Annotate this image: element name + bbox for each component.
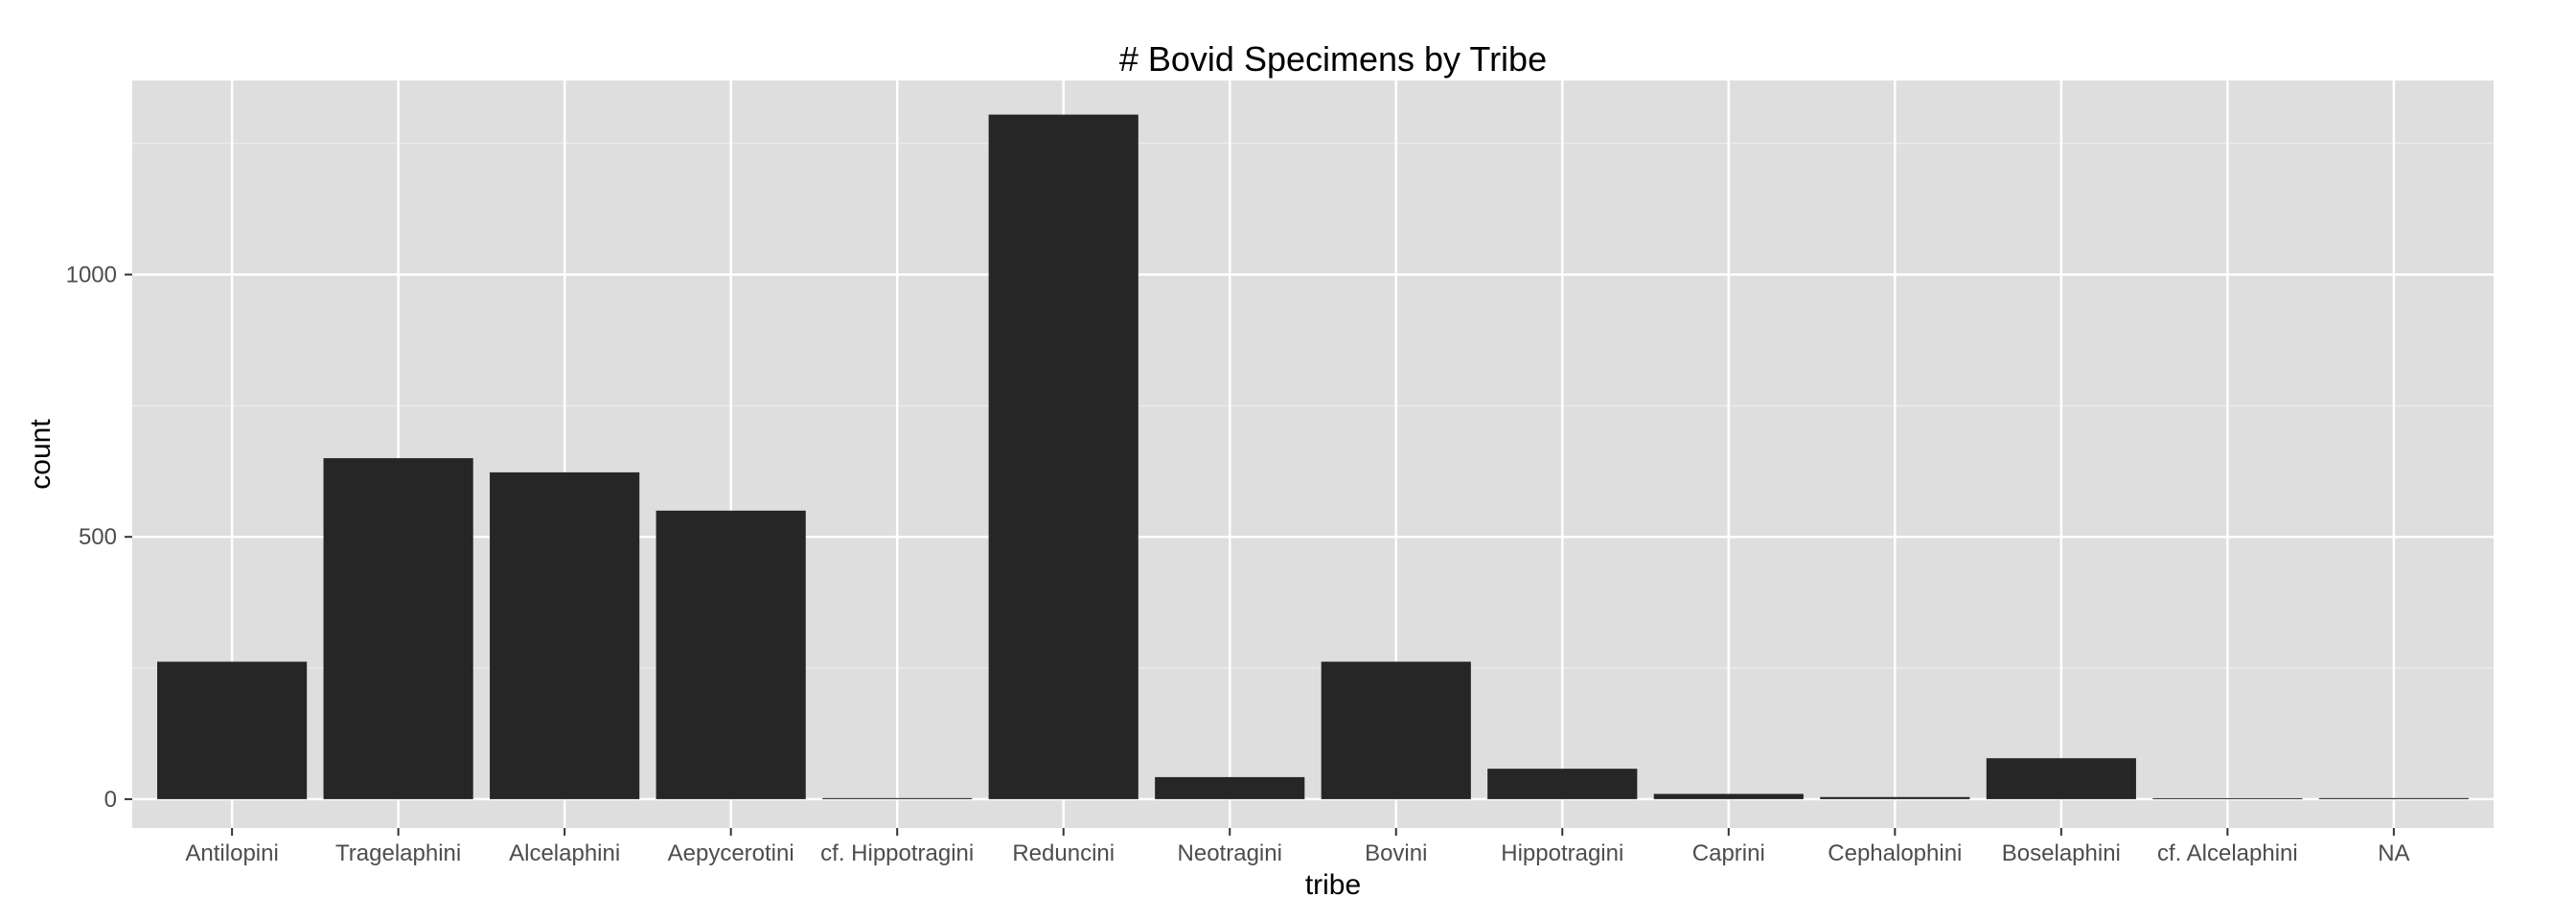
bar [1820,796,1970,799]
bar [1155,776,1305,799]
bar [988,114,1138,799]
bar [822,797,973,799]
x-tick-label: cf. Alcelaphini [2157,840,2298,866]
bar [656,510,806,799]
y-axis: 0 500 1000 [66,263,132,813]
bar [2318,797,2469,799]
bar [1487,769,1638,799]
y-tick-label: 500 [79,524,117,550]
x-tick-label: Tragelaphini [335,840,461,866]
bar [1986,758,2136,799]
bars [157,114,2469,799]
x-tick-label: Caprini [1692,840,1765,866]
y-tick-label: 1000 [66,263,117,288]
x-tick-label: Neotragini [1178,840,1282,866]
bar [1653,794,1804,799]
x-tick-label: NA [2378,840,2409,866]
x-tick-label: Hippotragini [1501,840,1623,866]
bar [157,661,308,799]
bar [2152,797,2303,799]
bar [490,472,640,799]
bar [1321,661,1471,799]
x-axis-title: tribe [1305,869,1361,901]
x-tick-label: cf. Hippotragini [820,840,974,866]
x-tick-label: Alcelaphini [509,840,620,866]
y-axis-title: count [25,419,57,490]
x-tick-label: Cephalophini [1828,840,1962,866]
chart-title: # Bovid Specimens by Tribe [1119,39,1547,79]
plot-panel [132,80,2494,828]
x-axis: Antilopini Tragelaphini Alcelaphini Aepycer… [185,828,2410,866]
x-tick-label: Antilopini [185,840,278,866]
x-tick-label: Bovini [1365,840,1427,866]
y-tick-label: 0 [104,787,117,813]
x-tick-label: Reduncini [1012,840,1115,866]
bar [323,458,473,799]
x-tick-label: Boselaphini [2002,840,2121,866]
x-tick-label: Aepycerotini [668,840,794,866]
